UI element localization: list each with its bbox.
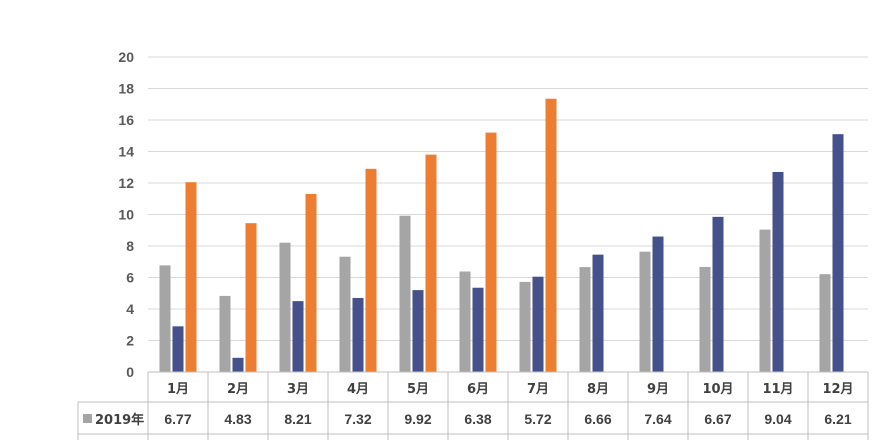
bar (459, 271, 471, 372)
table-cell: 9.04 (764, 411, 791, 427)
bar (412, 290, 424, 372)
bar (532, 276, 544, 372)
bar (832, 134, 844, 372)
bar (699, 266, 711, 372)
x-tick-label: 4月 (347, 382, 369, 397)
bar (639, 251, 651, 372)
y-tick-label: 4 (126, 301, 134, 317)
legend-key (83, 414, 92, 423)
table-cell: 4.83 (224, 411, 251, 427)
table-cell: 6.77 (164, 411, 191, 427)
x-tick-label: 10月 (702, 382, 733, 397)
bar (305, 194, 317, 372)
table-cell: 6.67 (704, 411, 731, 427)
bar (159, 265, 171, 372)
y-tick-label: 12 (118, 175, 134, 191)
bar (819, 274, 831, 372)
table-cell: 7.64 (644, 411, 671, 427)
x-tick-label: 2月 (227, 382, 249, 397)
bar (759, 229, 771, 372)
table-cell: 6.38 (464, 411, 491, 427)
bar (339, 256, 351, 372)
bar (472, 287, 484, 372)
bar (485, 132, 497, 372)
bar (292, 301, 304, 372)
bar (399, 215, 411, 372)
table-cell: 8.21 (284, 411, 311, 427)
y-tick-label: 20 (118, 49, 134, 65)
bar (425, 154, 437, 372)
x-tick-label: 1月 (167, 382, 189, 397)
table-cell: 6.21 (824, 411, 851, 427)
bar (545, 98, 557, 373)
x-tick-label: 5月 (407, 382, 429, 397)
y-tick-label: 18 (118, 81, 134, 97)
bar (579, 267, 591, 372)
x-tick-label: 11月 (762, 382, 793, 397)
bar (519, 281, 531, 372)
bar (712, 216, 724, 372)
bar (279, 242, 291, 372)
x-tick-label: 8月 (587, 382, 609, 397)
bar (245, 223, 257, 372)
bar (352, 297, 364, 372)
y-tick-label: 6 (126, 270, 134, 286)
table-cell: 6.66 (584, 411, 611, 427)
bar (219, 295, 231, 372)
bar (365, 168, 377, 372)
table-cell: 7.32 (344, 411, 371, 427)
y-tick-label: 0 (126, 364, 134, 380)
bar (772, 171, 784, 372)
y-tick-label: 14 (118, 144, 134, 160)
y-tick-label: 8 (126, 238, 134, 254)
x-tick-label: 7月 (527, 382, 549, 397)
bar (185, 182, 197, 372)
table-series-label: 2019年 (95, 412, 144, 428)
y-tick-label: 10 (118, 207, 134, 223)
bar (232, 357, 244, 372)
bar (652, 236, 664, 372)
bar (172, 326, 184, 372)
y-tick-label: 2 (126, 333, 134, 349)
x-tick-label: 3月 (287, 382, 309, 397)
table-cell: 5.72 (524, 411, 551, 427)
table-cell: 9.92 (404, 411, 431, 427)
bar (592, 254, 604, 372)
x-tick-label: 12月 (822, 382, 853, 397)
y-tick-label: 16 (118, 112, 134, 128)
x-tick-label: 9月 (647, 382, 669, 397)
x-tick-label: 6月 (467, 382, 489, 397)
